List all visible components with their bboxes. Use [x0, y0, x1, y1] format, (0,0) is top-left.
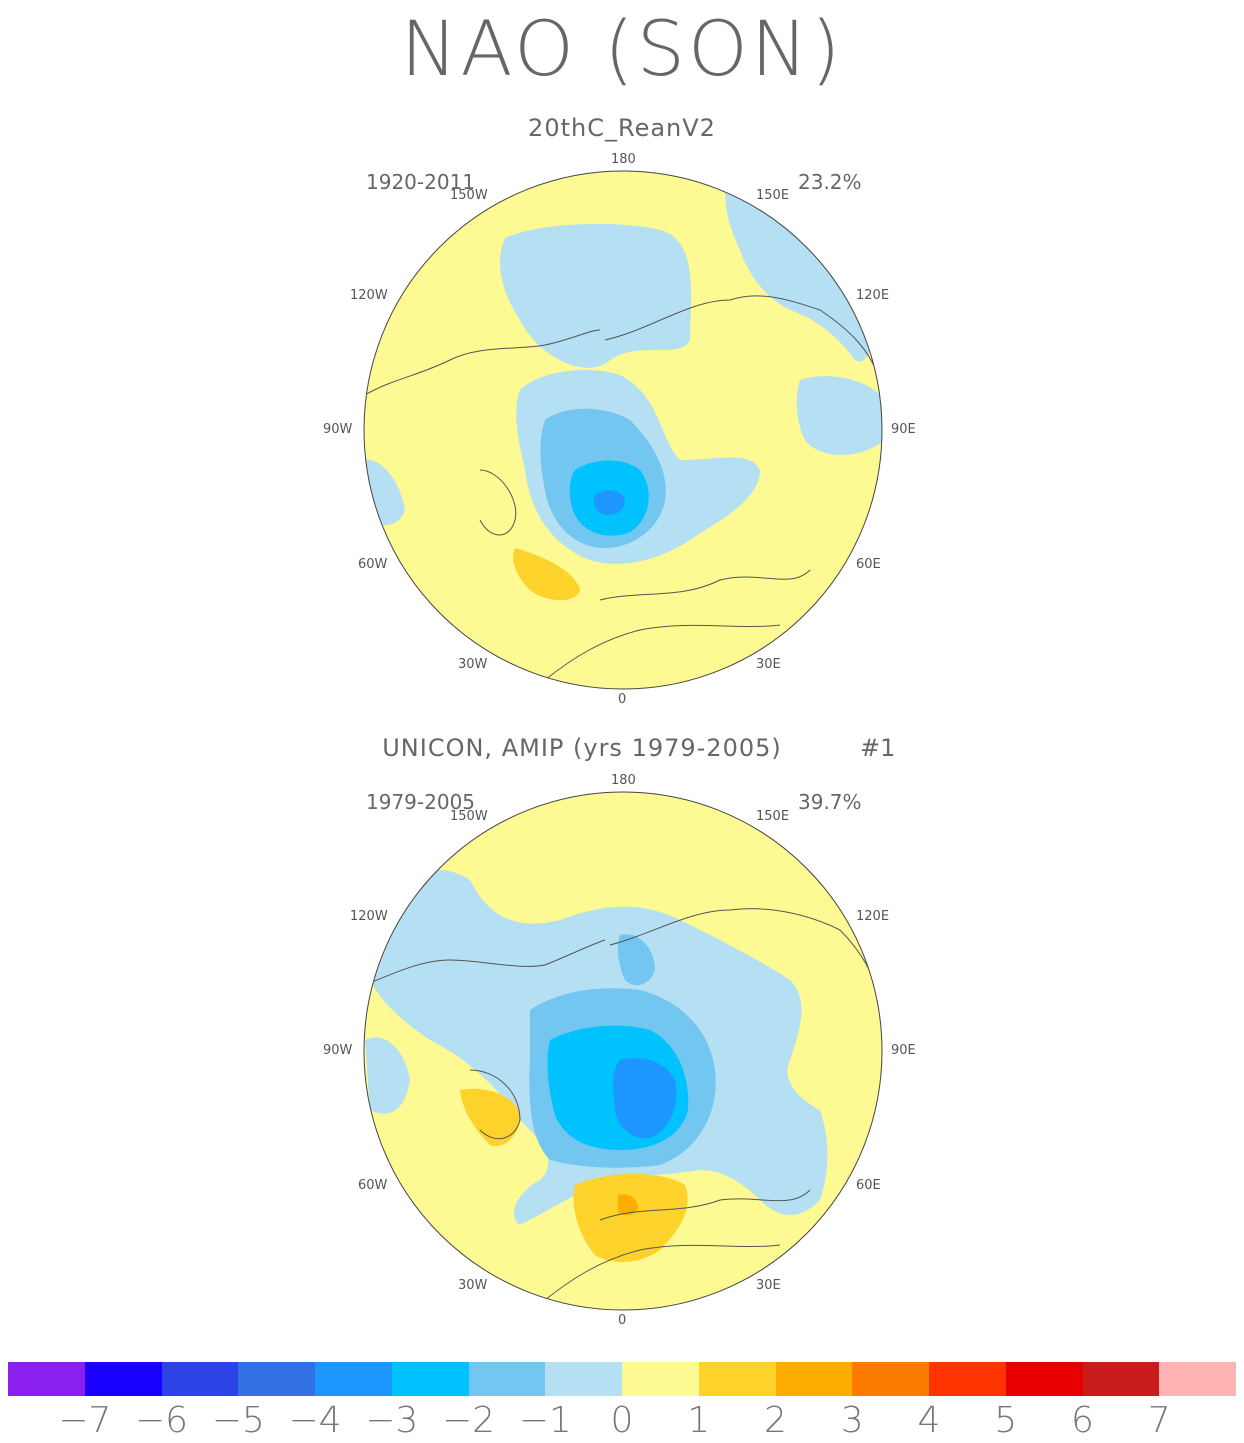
colorbar	[8, 1362, 1236, 1396]
colorbar-tick-label: 5	[994, 1400, 1018, 1441]
panel1-lon-120w: 120W	[350, 288, 388, 303]
colorbar-swatch	[775, 1362, 853, 1396]
colorbar-tick-label: −5	[211, 1400, 265, 1441]
panel1-variance: 23.2%	[798, 170, 862, 194]
panel2-lon-120w: 120W	[350, 909, 388, 924]
panel2-lon-0: 0	[618, 1313, 627, 1328]
panel2-title: UNICON, AMIP (yrs 1979-2005)	[382, 734, 782, 762]
colorbar-swatch	[545, 1362, 622, 1396]
colorbar-swatch	[1005, 1362, 1083, 1396]
colorbar-swatch	[238, 1362, 315, 1396]
panel1-lon-90w: 90W	[323, 422, 353, 437]
panel2-lon-30w: 30W	[458, 1278, 488, 1293]
colorbar-swatch	[622, 1362, 699, 1396]
panel1-lon-30e: 30E	[756, 657, 781, 672]
panel1-lon-30w: 30W	[458, 657, 488, 672]
panel2-lon-30e: 30E	[756, 1278, 781, 1293]
colorbar-swatch	[929, 1362, 1006, 1396]
colorbar-tick-label: −6	[134, 1400, 189, 1441]
colorbar-swatch	[391, 1362, 469, 1396]
colorbar-swatch	[8, 1362, 85, 1396]
colorbar-tick-label: −3	[365, 1400, 419, 1441]
panel2-period: 1979-2005	[366, 790, 476, 814]
panel2-number: #1	[860, 734, 896, 762]
panel1-lon-180: 180	[611, 152, 636, 167]
panel2-lon-150e: 150E	[756, 809, 790, 824]
colorbar-swatch	[1082, 1362, 1160, 1396]
panel1-title: 20thC_ReanV2	[528, 114, 716, 142]
panel2-lon-180: 180	[611, 773, 636, 788]
colorbar-tick-label: −4	[288, 1400, 342, 1441]
colorbar-swatch	[161, 1362, 239, 1396]
colorbar-tick-label: 0	[610, 1400, 634, 1441]
colorbar-ticks: −7 −6 −5 −4 −3 −2 −1 0 1 2 3 4 5 6 7	[8, 1400, 1236, 1441]
colorbar-swatch	[1159, 1362, 1236, 1396]
colorbar-swatch	[698, 1362, 776, 1396]
colorbar-tick-label: 3	[840, 1400, 864, 1441]
panel2-lon-150w: 150W	[450, 809, 488, 824]
panel2-polar-map	[363, 791, 883, 1311]
colorbar-tick-label: −1	[518, 1400, 572, 1441]
colorbar-tick-label: −7	[58, 1400, 112, 1441]
panel1-lon-0: 0	[618, 692, 627, 707]
panel2-lon-60e: 60E	[856, 1178, 881, 1193]
colorbar-swatch	[852, 1362, 929, 1396]
colorbar-tick-label: 6	[1071, 1400, 1094, 1441]
panel2-lon-90w: 90W	[323, 1043, 353, 1058]
figure-title: NAO (SON)	[400, 4, 844, 93]
panel1-lon-90e: 90E	[891, 422, 916, 437]
colorbar-tick-label: 2	[764, 1400, 787, 1441]
panel1-polar-map	[363, 170, 883, 690]
colorbar-swatch	[468, 1362, 546, 1396]
panel1-lon-150w: 150W	[450, 188, 488, 203]
colorbar-tick-label: 1	[687, 1400, 711, 1441]
panel1-lon-120e: 120E	[856, 288, 890, 303]
panel1-lon-60e: 60E	[856, 557, 881, 572]
panel2-lon-60w: 60W	[358, 1178, 388, 1193]
panel1-lon-60w: 60W	[358, 557, 388, 572]
colorbar-tick-label: 4	[917, 1400, 941, 1441]
panel1-lon-150e: 150E	[756, 188, 790, 203]
panel2-lon-90e: 90E	[891, 1043, 916, 1058]
panel2-lon-120e: 120E	[856, 909, 890, 924]
colorbar-swatch	[315, 1362, 392, 1396]
colorbar-tick-label: 7	[1147, 1400, 1171, 1441]
panel1-period: 1920-2011	[366, 170, 476, 194]
panel2-variance: 39.7%	[798, 790, 862, 814]
colorbar-tick-label: −2	[441, 1400, 496, 1441]
colorbar-swatch	[84, 1362, 162, 1396]
